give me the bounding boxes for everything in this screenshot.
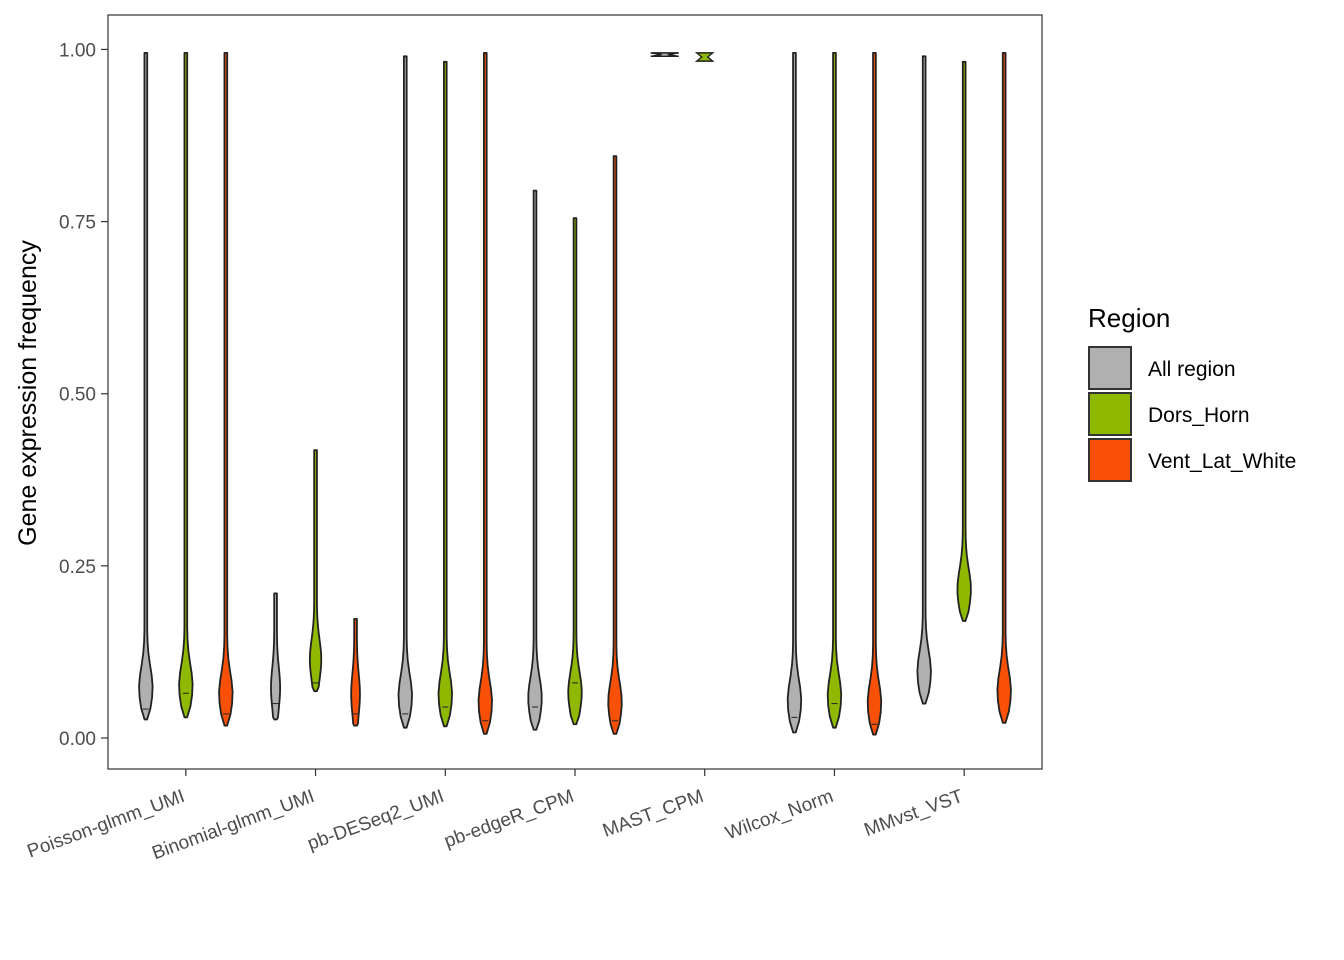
legend-swatch-vent-lat-white <box>1088 438 1132 482</box>
legend-label-dors-horn: Dors_Horn <box>1148 404 1250 427</box>
violin-mmvst-vst-all-region <box>916 55 932 705</box>
x-tick-label: Wilcox_Norm <box>723 786 836 844</box>
x-tick-label: MMvst_VST <box>861 786 966 841</box>
legend-title: Region <box>1088 303 1170 333</box>
legend-label-all-region: All region <box>1148 358 1236 381</box>
y-tick-label: 0.75 <box>59 213 96 234</box>
violin-pb-edger-cpm-dors-horn <box>567 217 583 726</box>
x-tick-label: pb-edgeR_CPM <box>441 786 576 852</box>
violin-pb-edger-cpm-all-region <box>527 189 543 731</box>
legend-swatch-all-region <box>1088 346 1132 390</box>
violin-poisson-glmm-umi-all-region <box>138 51 154 721</box>
violin-mmvst-vst-dors-horn <box>956 60 972 622</box>
legend: Region All region Dors_Horn Vent_Lat_White <box>1088 303 1296 482</box>
y-axis-title: Gene expression frequency <box>14 240 42 546</box>
y-tick-label: 0.25 <box>59 557 96 578</box>
violin-binomial-glmm-umi-all-region <box>270 592 282 721</box>
x-axis: Poisson-glmm_UMIBinomial-glmm_UMIpb-DESe… <box>25 769 966 864</box>
violin-pb-edger-cpm-vent-lat-white <box>607 155 623 735</box>
violin-mmvst-vst-vent-lat-white <box>996 51 1012 724</box>
violin-wilcox-norm-dors-horn <box>826 51 843 729</box>
violin-binomial-glmm-umi-vent-lat-white <box>350 617 361 727</box>
y-tick-label: 0.50 <box>59 385 96 406</box>
violin-poisson-glmm-umi-dors-horn <box>178 51 194 719</box>
violin-binomial-glmm-umi-dors-horn <box>308 449 323 693</box>
violin-layer <box>138 51 1012 736</box>
y-tick-label: 0.00 <box>59 729 96 750</box>
y-tick-label: 1.00 <box>59 40 96 61</box>
violin-pb-deseq2-umi-vent-lat-white <box>477 51 493 735</box>
violin-mast-cpm-all-region <box>650 52 679 58</box>
violin-poisson-glmm-umi-vent-lat-white <box>218 51 234 727</box>
x-tick-label: pb-DESeq2_UMI <box>305 786 447 855</box>
violin-pb-deseq2-umi-all-region <box>397 55 413 729</box>
violin-wilcox-norm-all-region <box>786 51 803 734</box>
legend-label-vent-lat-white: Vent_Lat_White <box>1148 450 1296 473</box>
violin-mast-cpm-dors-horn <box>694 52 715 62</box>
y-axis: 0.00 0.25 0.50 0.75 1.00 <box>59 40 108 750</box>
legend-swatch-dors-horn <box>1088 392 1132 436</box>
x-tick-label: MAST_CPM <box>600 786 706 842</box>
violin-wilcox-norm-vent-lat-white <box>866 51 883 736</box>
violin-pb-deseq2-umi-dors-horn <box>437 60 453 728</box>
